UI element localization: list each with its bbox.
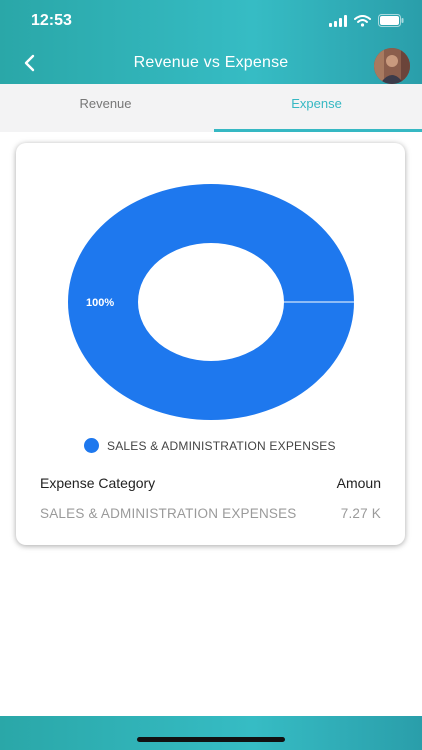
legend-dot — [84, 438, 99, 453]
tab-revenue[interactable]: Revenue — [79, 96, 132, 111]
tab-expense[interactable]: Expense — [291, 96, 342, 111]
nav-bar: Revenue vs Expense — [0, 42, 422, 84]
user-avatar-image — [374, 48, 410, 84]
active-tab-indicator — [214, 129, 422, 132]
signal-icon — [329, 14, 347, 27]
header-amount: Amoun — [336, 475, 381, 491]
table-row[interactable]: SALES & ADMINISTRATION EXPENSES 7.27 K — [40, 506, 381, 521]
donut-chart: 100% — [67, 183, 355, 421]
home-indicator[interactable] — [137, 737, 285, 742]
chevron-left-icon[interactable] — [18, 51, 42, 75]
donut-slice[interactable] — [67, 183, 355, 421]
avatar[interactable] — [374, 48, 410, 84]
legend-label: SALES & ADMINISTRATION EXPENSES — [107, 438, 336, 453]
wifi-icon — [354, 14, 371, 27]
page-title: Revenue vs Expense — [133, 54, 289, 71]
slice-label: 100% — [86, 297, 114, 309]
status-bar: 12:53 — [0, 0, 422, 42]
chart-legend[interactable]: SALES & ADMINISTRATION EXPENSES — [84, 438, 336, 453]
status-icons — [329, 14, 404, 27]
battery-icon — [378, 14, 404, 27]
bottom-bar — [0, 716, 422, 750]
status-time: 12:53 — [31, 12, 72, 29]
row-amount: 7.27 K — [340, 506, 381, 521]
expense-card: 100% SALES & ADMINISTRATION EXPENSES Exp… — [16, 143, 405, 545]
header-category: Expense Category — [40, 475, 156, 491]
tab-bar: Revenue Expense — [0, 84, 422, 132]
row-category: SALES & ADMINISTRATION EXPENSES — [40, 506, 297, 521]
table-header: Expense Category Amoun — [40, 475, 381, 491]
